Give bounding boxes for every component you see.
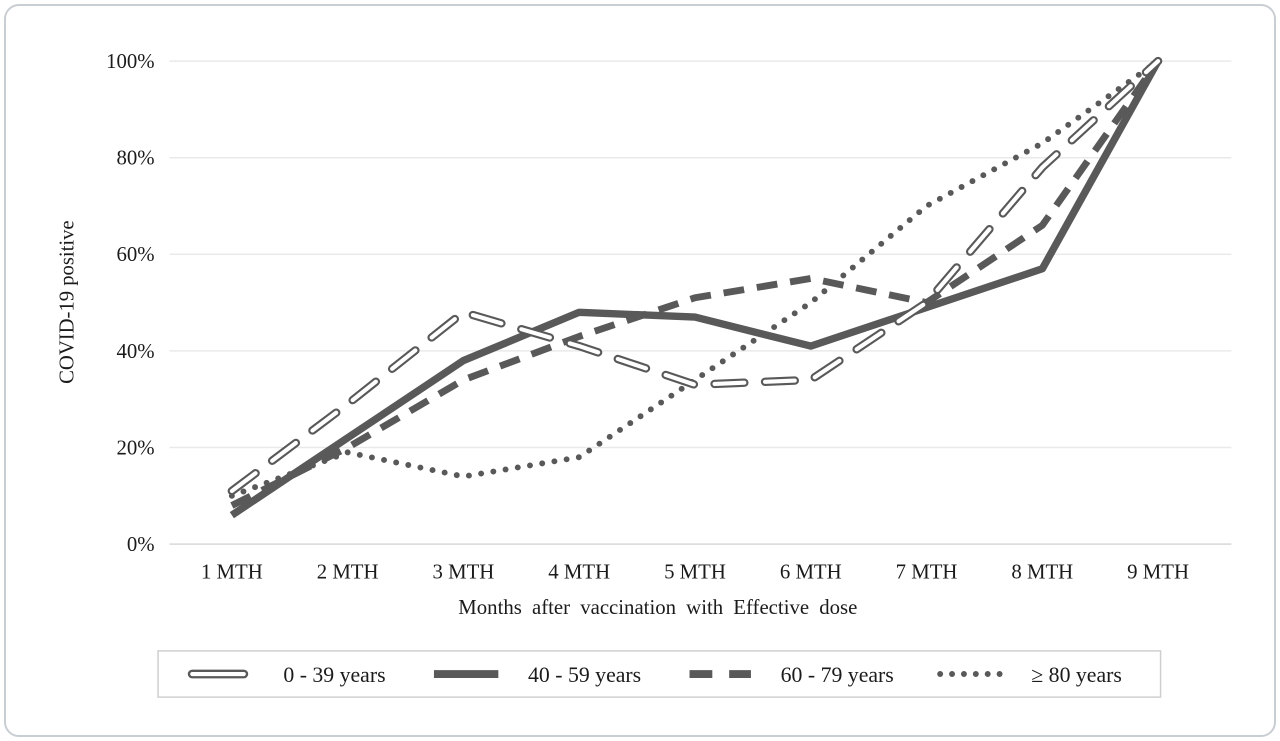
legend: 0 - 39 years 40 - 59 years 60 - 79 years ≥ … bbox=[157, 650, 1162, 698]
y-tick-label: 0% bbox=[127, 534, 155, 556]
x-tick-label: 9 MTH bbox=[1127, 562, 1189, 584]
y-tick-label: 20% bbox=[116, 437, 154, 459]
x-tick-label: 2 MTH bbox=[317, 562, 379, 584]
legend-box bbox=[157, 650, 1162, 698]
y-axis-title: COVID-19 positive bbox=[56, 220, 78, 383]
x-tick-label: 6 MTH bbox=[780, 562, 842, 584]
covid-line-chart: 0% 20% 40% 60% 80% 100% 1 MTH 2 MTH 3 MTH 4 MTH 5 … bbox=[56, 51, 1232, 698]
series-0-39-years-core bbox=[229, 59, 1161, 494]
series-0-39-years bbox=[227, 56, 1163, 496]
x-tick-label: 7 MTH bbox=[896, 562, 958, 584]
y-tick-label: 40% bbox=[116, 341, 154, 363]
y-tick-label: 80% bbox=[116, 148, 154, 170]
figure-card: 0% 20% 40% 60% 80% 100% 1 MTH 2 MTH 3 MTH 4 MTH 5 … bbox=[4, 4, 1276, 737]
y-tick-label: 60% bbox=[116, 244, 154, 266]
y-tick-label: 100% bbox=[106, 51, 155, 73]
x-tick-label: 4 MTH bbox=[548, 562, 610, 584]
legend-label: 0 - 39 years bbox=[283, 663, 385, 687]
legend-label: 60 - 79 years bbox=[781, 663, 894, 687]
x-axis-title: Months after vaccination with Effective … bbox=[458, 597, 857, 619]
series-60-79-years bbox=[230, 59, 1161, 509]
x-tick-label: 5 MTH bbox=[664, 562, 726, 584]
series-80-years bbox=[228, 58, 1162, 499]
x-tick-label: 3 MTH bbox=[433, 562, 495, 584]
x-tick-label: 8 MTH bbox=[1011, 562, 1073, 584]
x-tick-label: 1 MTH bbox=[201, 562, 263, 584]
legend-label: ≥ 80 years bbox=[1031, 663, 1122, 687]
legend-label: 40 - 59 years bbox=[528, 663, 641, 687]
series-40-59-years bbox=[229, 59, 1162, 519]
